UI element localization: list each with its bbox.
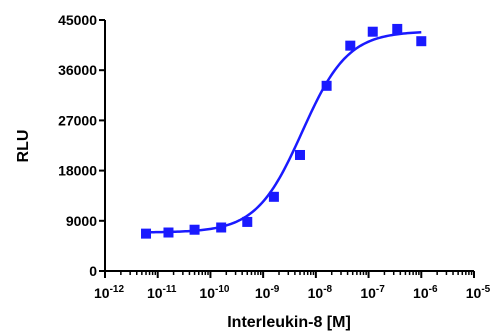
- y-tick-label: 18000: [58, 163, 97, 179]
- x-tick-label: 10-5: [466, 284, 491, 301]
- y-axis-title: RLU: [15, 130, 32, 163]
- data-point: [242, 216, 253, 227]
- data-point: [367, 26, 378, 37]
- data-point: [345, 40, 356, 51]
- y-tick-label: 27000: [58, 112, 97, 128]
- data-point: [392, 23, 403, 34]
- data-point: [189, 224, 200, 235]
- x-tick-label: 10-7: [360, 284, 385, 301]
- y-tick-label: 0: [89, 263, 97, 279]
- data-point: [216, 222, 227, 233]
- y-tick-label: 45000: [58, 12, 97, 28]
- fit-curve: [146, 31, 422, 234]
- data-point: [294, 149, 305, 160]
- data-point: [163, 227, 174, 238]
- x-tick-label: 10-10: [199, 284, 229, 301]
- x-tick-label: 10-8: [308, 284, 333, 301]
- data-point: [141, 228, 152, 239]
- x-tick-label: 10-11: [147, 284, 177, 301]
- x-tick-label: 10-6: [413, 284, 438, 301]
- data-point: [321, 80, 332, 91]
- data-point: [268, 191, 279, 202]
- plot-area: [141, 23, 427, 239]
- y-tick-label: 36000: [58, 62, 97, 78]
- y-tick-label: 9000: [66, 213, 97, 229]
- data-point: [416, 36, 427, 47]
- x-tick-label: 10-9: [255, 284, 280, 301]
- x-axis: 10-12 10-11 10-10 10-9 10-8 10-7 10-6 10-5: [94, 270, 491, 301]
- y-axis: 0 9000 18000 27000 36000 45000: [58, 12, 106, 279]
- x-axis-title: Interleukin-8 [M]: [227, 314, 351, 331]
- x-tick-label: 10-12: [94, 284, 124, 301]
